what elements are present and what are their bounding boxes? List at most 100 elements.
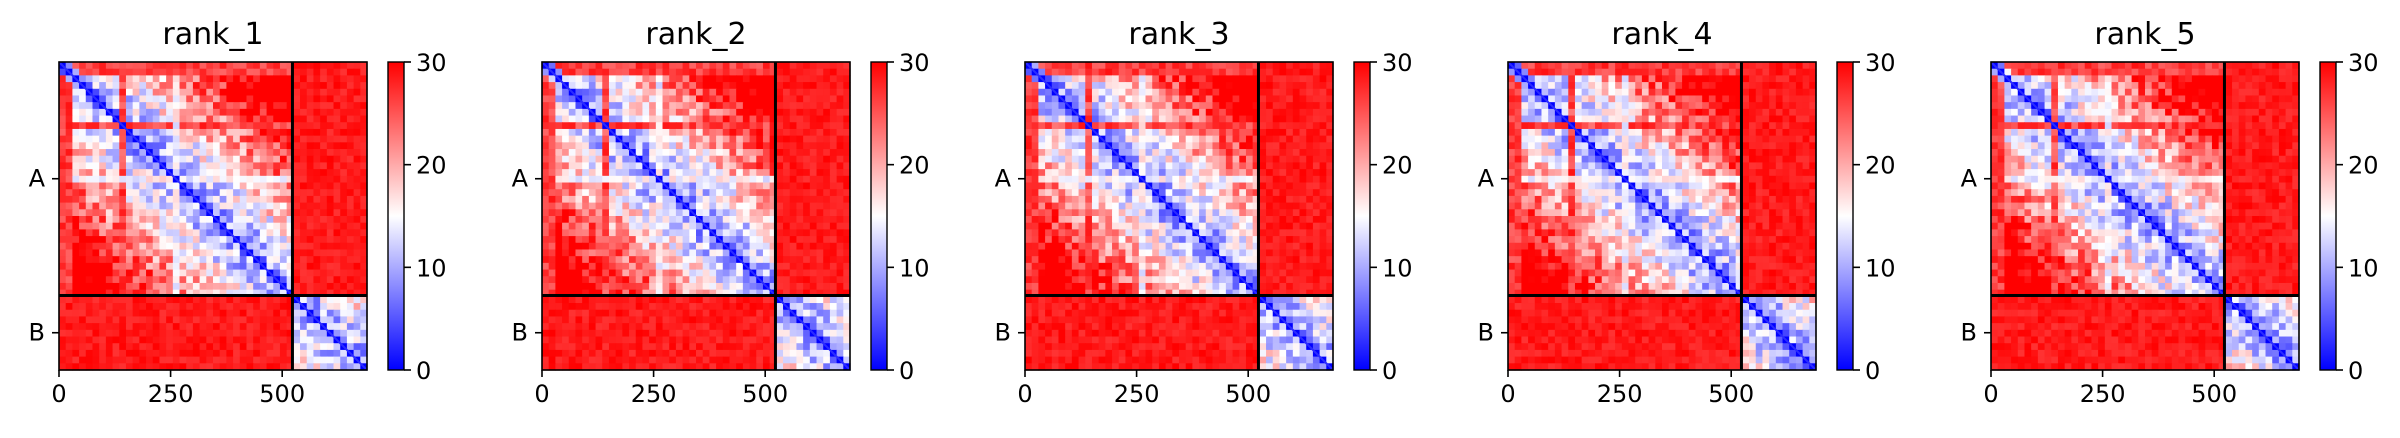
heatmap-cell [568,249,577,257]
heatmap-cell [675,249,684,257]
heatmap-cell [353,329,361,338]
heatmap-cell [293,122,301,130]
heatmap-cell [675,82,684,90]
heatmap-cell [588,329,597,338]
panel-title: rank_2 [645,17,746,52]
heatmap-cell [353,82,361,90]
heatmap-cell [1138,135,1147,143]
heatmap-cell [669,82,677,90]
heatmap-cell [273,222,281,230]
heatmap-cell [608,309,617,318]
heatmap-cell [1259,88,1267,97]
heatmap-cell [622,128,630,137]
heatmap-cell [675,343,684,351]
heatmap-cell [602,175,610,184]
heatmap-cell [320,349,328,358]
heatmap-cell [655,68,664,76]
heatmap-cell [602,222,610,230]
heatmap-cell [1259,115,1267,123]
heatmap-cell [635,222,644,230]
heatmap-cell [306,209,315,217]
heatmap-cell [1172,149,1180,157]
heatmap-cell [300,202,308,210]
heatmap-cell [199,343,207,351]
heatmap-cell [166,155,174,164]
heatmap-cell [568,135,577,143]
heatmap-cell [716,115,724,123]
pae-panel: rank_2 0 250 500 A B 0 10 20 30 [483,0,963,438]
heatmap-cell [642,309,650,318]
heatmap-cell [273,242,281,251]
heatmap-cell [132,282,140,291]
heatmap-cell [542,175,550,184]
heatmap-cell [1192,95,1200,103]
heatmap-cell [816,82,824,90]
heatmap-cell [629,222,637,230]
heatmap-cell [1158,75,1167,83]
heatmap-cell [722,222,731,230]
heatmap-cell [729,323,737,331]
heatmap-cell [722,209,731,217]
heatmap-cell [346,276,355,284]
heatmap-cell [353,95,361,103]
heatmap-cell [796,189,804,197]
heatmap-cell [823,262,831,271]
heatmap-cell [615,82,623,90]
heatmap-cell [716,189,724,197]
heatmap-cell [99,149,107,157]
heatmap-cell [796,236,804,244]
heatmap-cell [1312,62,1321,70]
heatmap-cell [192,336,201,344]
heatmap-cell [92,249,100,257]
heatmap-cell [152,75,161,83]
heatmap-cell [286,88,294,97]
heatmap-cell [346,356,355,364]
heatmap-cell [333,88,341,97]
heatmap-cell [1239,128,1247,137]
heatmap-cell [756,242,764,251]
heatmap-cell [65,289,73,297]
heatmap-cell [588,296,597,304]
heatmap-cell [152,95,161,103]
heatmap-cell [548,329,556,338]
heatmap-cell [340,75,348,83]
heatmap-cell [65,62,73,70]
heatmap-cell [736,108,744,117]
heatmap-cell [179,68,187,76]
heatmap-cell [246,303,254,311]
heatmap-cell [689,95,697,103]
heatmap-cell [320,175,328,184]
heatmap-cell [542,316,550,324]
heatmap-cell [85,236,94,244]
heatmap-cell [575,122,583,130]
heatmap-cell [119,202,127,210]
heatmap-cell [548,229,556,237]
heatmap-cell [1312,75,1321,83]
heatmap-cell [172,242,181,251]
heatmap-cell [1225,82,1234,90]
heatmap-cell [729,282,737,291]
heatmap-cell [622,276,630,284]
heatmap-cell [682,135,690,143]
heatmap-cell [92,269,100,277]
heatmap-cell [843,75,851,83]
heatmap-cell [696,169,704,177]
heatmap-cell [246,202,254,210]
heatmap-cell [119,349,127,358]
heatmap-cell [286,182,294,190]
heatmap-cell [588,262,597,271]
heatmap-cell [119,242,127,251]
heatmap-cell [125,202,134,210]
heatmap-cell [542,189,550,197]
heatmap-cell [602,343,610,351]
heatmap-cell [736,269,744,277]
heatmap-cell [199,195,207,204]
heatmap-cell [682,169,690,177]
heatmap-cell [823,316,831,324]
heatmap-cell [783,323,791,331]
heatmap-cell [615,202,623,210]
heatmap-cell [823,222,831,230]
heatmap-cell [542,242,550,251]
heatmap-cell [179,303,187,311]
heatmap-cell [59,149,67,157]
